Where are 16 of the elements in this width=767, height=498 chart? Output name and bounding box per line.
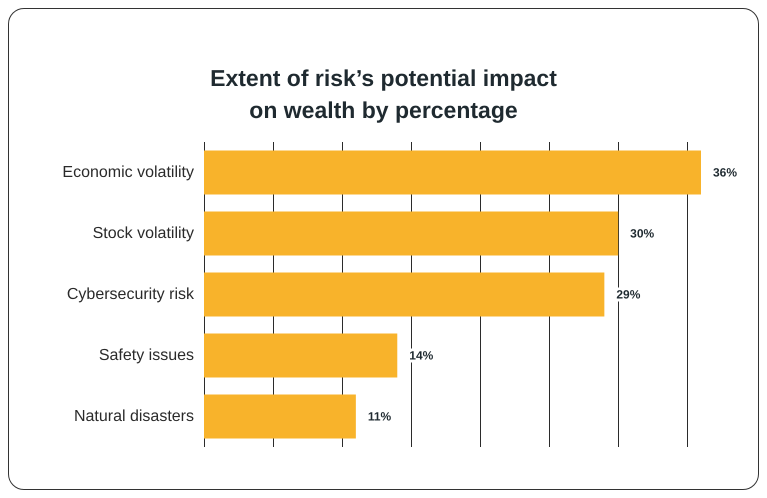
y-tick-label: Safety issues [98,347,194,364]
bar [204,272,604,316]
y-tick-label: Natural disasters [74,408,194,425]
data-label: 14% [409,348,434,362]
y-tick-label: Cybersecurity risk [66,286,195,303]
bar [204,212,618,256]
data-label: 36% [713,166,738,180]
bar [204,334,398,378]
y-tick-label: Economic volatility [62,164,194,181]
data-label: 29% [616,288,641,302]
data-label: 30% [630,226,655,240]
bar [204,394,356,438]
bar [204,150,701,194]
y-tick-label: Stock volatility [92,225,194,242]
chart-title: Extent of risk’s potential impact on wealth by percentage [210,65,558,123]
data-label: 11% [368,410,392,424]
